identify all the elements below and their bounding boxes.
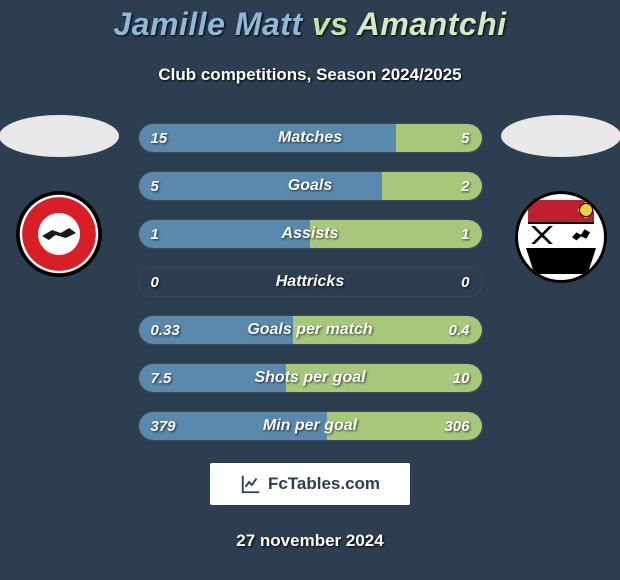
stat-bar-matches: 155Matches bbox=[138, 123, 483, 153]
stats-bars: 155Matches 52Goals 11Assists 00Hattricks 0.3… bbox=[138, 123, 483, 441]
chart-icon bbox=[240, 473, 262, 495]
stat-label: Shots per goal bbox=[139, 364, 482, 392]
bromley-sun-icon bbox=[580, 204, 592, 216]
bromley-chevrons-icon bbox=[530, 226, 554, 244]
stat-bar-goals: 52Goals bbox=[138, 171, 483, 201]
stat-bar-goals-per-match: 0.330.4Goals per match bbox=[138, 315, 483, 345]
comparison-card: Jamille Matt vs Amantchi Club competitio… bbox=[0, 0, 620, 580]
stat-label: Goals bbox=[139, 172, 482, 200]
date-label: 27 november 2024 bbox=[0, 531, 620, 551]
stat-label: Hattricks bbox=[139, 268, 482, 296]
title-player1: Jamille Matt bbox=[113, 6, 302, 42]
bromley-raven-icon bbox=[572, 226, 590, 242]
subtitle: Club competitions, Season 2024/2025 bbox=[0, 65, 620, 85]
stat-label: Matches bbox=[139, 124, 482, 152]
footer-brand-text: FcTables.com bbox=[268, 474, 380, 494]
stat-label: Goals per match bbox=[139, 316, 482, 344]
stat-bar-hattricks: 00Hattricks bbox=[138, 267, 483, 297]
stat-bar-min-per-goal: 379306Min per goal bbox=[138, 411, 483, 441]
stat-label: Min per goal bbox=[139, 412, 482, 440]
stat-bar-shots-per-goal: 7.510Shots per goal bbox=[138, 363, 483, 393]
title-player2: Amantchi bbox=[357, 6, 507, 42]
fctables-link[interactable]: FcTables.com bbox=[210, 463, 410, 505]
club-crest-walsall bbox=[16, 191, 102, 277]
stat-label: Assists bbox=[139, 220, 482, 248]
club-crest-bromley bbox=[515, 191, 607, 283]
player-photo-placeholder-left bbox=[0, 115, 119, 157]
stat-bar-assists: 11Assists bbox=[138, 219, 483, 249]
title-vs: vs bbox=[312, 6, 349, 42]
player-column-right bbox=[496, 115, 620, 283]
walsall-bird-icon bbox=[42, 224, 76, 244]
bromley-mid-band bbox=[526, 224, 596, 246]
player-column-left bbox=[0, 115, 124, 277]
page-title: Jamille Matt vs Amantchi bbox=[0, 0, 620, 43]
player-photo-placeholder-right bbox=[501, 115, 620, 157]
